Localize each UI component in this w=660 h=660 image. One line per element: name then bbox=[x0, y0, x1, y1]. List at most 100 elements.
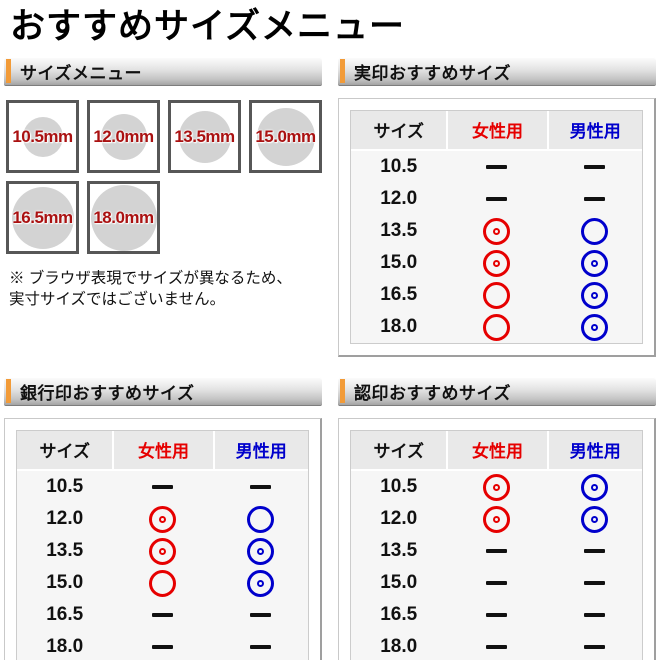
orange-accent-bar bbox=[6, 379, 11, 404]
size-cell: 12.0 bbox=[46, 508, 84, 530]
column-header-size: サイズ bbox=[373, 442, 424, 462]
size-box-18.0mm[interactable]: 18.0mm bbox=[87, 181, 160, 255]
inner-circle bbox=[256, 579, 264, 587]
size-box-label: 15.0mm bbox=[255, 126, 316, 146]
female-symbol-cell bbox=[112, 537, 212, 565]
size-box-label: 13.5mm bbox=[174, 126, 235, 146]
size-note: ※ ブラウザ表現でサイズが異なるため、 実寸サイズではございません。 bbox=[9, 269, 322, 311]
female-symbol-cell bbox=[112, 569, 212, 597]
size-cell: 18.0 bbox=[380, 636, 418, 658]
dash-symbol bbox=[249, 645, 271, 650]
size-cell: 12.0 bbox=[380, 508, 418, 530]
size-preview-circle bbox=[11, 186, 74, 249]
column-header-female: 女性用 bbox=[446, 431, 546, 470]
dash-symbol bbox=[583, 165, 605, 170]
double-circle-symbol bbox=[580, 281, 608, 309]
size-box-15.0mm[interactable]: 15.0mm bbox=[249, 100, 322, 174]
inner-circle bbox=[492, 515, 500, 523]
single-circle-symbol bbox=[148, 569, 176, 597]
male-symbol-cell bbox=[547, 281, 642, 309]
column-header-female: 女性用 bbox=[446, 111, 546, 150]
inner-circle bbox=[492, 227, 500, 235]
recommend-table: サイズ 女性用 男性用 10.5 12.0 13.5 15.0 16.5 18.0 bbox=[16, 430, 309, 660]
dash-symbol bbox=[151, 485, 173, 490]
size-cell: 10.5 bbox=[380, 156, 418, 178]
dash-symbol bbox=[485, 581, 507, 586]
male-symbol-cell bbox=[547, 645, 642, 650]
female-symbol-cell bbox=[446, 645, 546, 650]
dash-symbol bbox=[151, 645, 173, 650]
male-symbol-cell bbox=[547, 165, 642, 170]
size-cell: 13.5 bbox=[380, 540, 418, 562]
double-circle-symbol bbox=[246, 569, 274, 597]
size-box-label: 12.0mm bbox=[93, 126, 154, 146]
table-row: 13.5 bbox=[351, 535, 642, 567]
section-mitomein: 認印おすすめサイズ サイズ 女性用 男性用 10.5 12.0 13.5 15.0 16.5 1… bbox=[338, 377, 656, 660]
size-cell: 18.0 bbox=[380, 316, 418, 338]
double-circle-symbol bbox=[580, 473, 608, 501]
size-cell: 16.5 bbox=[46, 604, 84, 626]
inner-circle bbox=[158, 515, 166, 523]
section-size-menu: サイズメニュー 10.5mm 12.0mm 13.5mm 15.0mm 16.5mm 18… bbox=[4, 57, 322, 311]
size-box-12.0mm[interactable]: 12.0mm bbox=[87, 100, 160, 174]
single-circle-symbol bbox=[246, 505, 274, 533]
dash-symbol bbox=[485, 197, 507, 202]
table-row: 18.0 bbox=[351, 311, 642, 343]
jitsuin-table: サイズ 女性用 男性用 10.5 12.0 13.5 15.0 16.5 18.0 bbox=[338, 98, 656, 358]
table-header-row: サイズ 女性用 男性用 bbox=[351, 431, 642, 472]
inner-circle bbox=[158, 547, 166, 555]
male-symbol-cell bbox=[547, 249, 642, 277]
size-preview-circle bbox=[22, 116, 63, 157]
table-row: 18.0 bbox=[17, 631, 308, 660]
size-box-label: 10.5mm bbox=[12, 126, 73, 146]
size-box-grid: 10.5mm 12.0mm 13.5mm 15.0mm 16.5mm 18.0mm bbox=[6, 100, 322, 255]
male-symbol-cell bbox=[547, 473, 642, 501]
jitsuin-header-bar: 実印おすすめサイズ bbox=[338, 57, 656, 87]
section-title: 認印おすすめサイズ bbox=[354, 383, 511, 403]
inner-circle bbox=[256, 547, 264, 555]
inner-circle bbox=[590, 259, 598, 267]
section-title: 実印おすすめサイズ bbox=[354, 63, 511, 83]
female-symbol-cell bbox=[446, 249, 546, 277]
page-title: おすすめサイズメニュー bbox=[10, 7, 405, 46]
female-symbol-cell bbox=[446, 281, 546, 309]
orange-accent-bar bbox=[340, 379, 345, 404]
double-circle-symbol bbox=[148, 505, 176, 533]
dash-symbol bbox=[249, 613, 271, 618]
table-row: 18.0 bbox=[351, 631, 642, 660]
female-symbol-cell bbox=[446, 313, 546, 341]
inner-circle bbox=[590, 291, 598, 299]
single-circle-symbol bbox=[482, 313, 510, 341]
size-cell: 12.0 bbox=[380, 188, 418, 210]
female-symbol-cell bbox=[446, 473, 546, 501]
table-row: 16.5 bbox=[17, 599, 308, 631]
single-circle-symbol bbox=[580, 217, 608, 245]
female-symbol-cell bbox=[112, 485, 212, 490]
size-box-13.5mm[interactable]: 13.5mm bbox=[168, 100, 241, 174]
dash-symbol bbox=[583, 645, 605, 650]
male-symbol-cell bbox=[213, 645, 308, 650]
orange-accent-bar bbox=[6, 59, 11, 84]
size-cell: 10.5 bbox=[46, 476, 84, 498]
size-box-16.5mm[interactable]: 16.5mm bbox=[6, 181, 79, 255]
size-preview-circle bbox=[178, 110, 231, 163]
male-symbol-cell bbox=[547, 217, 642, 245]
size-box-label: 18.0mm bbox=[93, 207, 154, 227]
double-circle-symbol bbox=[482, 473, 510, 501]
table-row: 10.5 bbox=[351, 151, 642, 183]
female-symbol-cell bbox=[446, 613, 546, 618]
male-symbol-cell bbox=[547, 549, 642, 554]
column-header-male: 男性用 bbox=[546, 431, 642, 470]
male-symbol-cell bbox=[213, 485, 308, 490]
content-grid: サイズメニュー 10.5mm 12.0mm 13.5mm 15.0mm 16.5mm 18… bbox=[2, 57, 658, 660]
female-symbol-cell bbox=[112, 505, 212, 533]
size-cell: 16.5 bbox=[380, 284, 418, 306]
size-box-10.5mm[interactable]: 10.5mm bbox=[6, 100, 79, 174]
section-jitsuin: 実印おすすめサイズ サイズ 女性用 男性用 10.5 12.0 13.5 15.0 16.5 1… bbox=[338, 57, 656, 358]
ginkoin-header-bar: 銀行印おすすめサイズ bbox=[4, 377, 322, 407]
size-cell: 13.5 bbox=[380, 220, 418, 242]
size-cell: 15.0 bbox=[380, 252, 418, 274]
table-row: 15.0 bbox=[351, 567, 642, 599]
size-cell: 15.0 bbox=[380, 572, 418, 594]
